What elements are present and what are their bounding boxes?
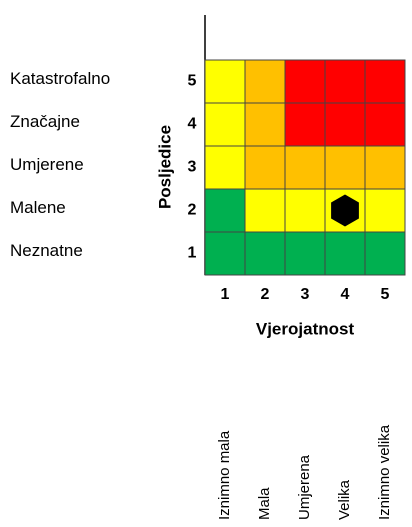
risk-marker: [331, 194, 359, 227]
col-number: 5: [381, 286, 390, 303]
consequence-label: Umjerene: [10, 155, 84, 174]
risk-cell: [284, 145, 326, 190]
likelihood-label: Velika: [336, 479, 353, 520]
risk-cell: [204, 102, 246, 147]
likelihood-label: Iznimno mala: [216, 430, 233, 520]
risk-cell: [324, 231, 366, 276]
risk-cell: [244, 145, 286, 190]
consequence-label: Neznatne: [10, 241, 83, 260]
risk-cell: [244, 102, 286, 147]
risk-cell: [204, 145, 246, 190]
risk-cell: [364, 231, 406, 276]
col-number: 3: [301, 286, 310, 303]
risk-cell: [364, 59, 406, 104]
row-number: 2: [188, 202, 197, 219]
row-number: 3: [188, 159, 197, 176]
risk-cell: [284, 59, 326, 104]
risk-cell: [244, 231, 286, 276]
col-number: 2: [261, 286, 270, 303]
likelihood-label: Iznimno velika: [376, 424, 393, 520]
risk-cell: [284, 188, 326, 233]
risk-cell: [204, 231, 246, 276]
consequence-label: Katastrofalno: [10, 69, 110, 88]
risk-cell: [324, 59, 366, 104]
row-number: 5: [188, 73, 197, 90]
risk-cell: [204, 59, 246, 104]
x-title: Vjerojatnost: [256, 319, 355, 338]
likelihood-label: Umjerena: [296, 454, 313, 520]
risk-cell: [244, 59, 286, 104]
risk-cell: [244, 188, 286, 233]
consequence-label: Značajne: [10, 112, 80, 131]
risk-cell: [364, 188, 406, 233]
consequence-label: Malene: [10, 198, 66, 217]
risk-cell: [284, 102, 326, 147]
row-number: 4: [188, 116, 197, 133]
risk-cell: [284, 231, 326, 276]
risk-cell: [324, 102, 366, 147]
row-number: 1: [188, 245, 197, 262]
likelihood-label: Mala: [256, 487, 273, 520]
col-number: 4: [341, 286, 350, 303]
risk-cell: [364, 145, 406, 190]
col-number: 1: [221, 286, 230, 303]
y-title: Posljedice: [155, 125, 174, 209]
risk-cell: [364, 102, 406, 147]
risk-cell: [204, 188, 246, 233]
risk-cell: [324, 145, 366, 190]
